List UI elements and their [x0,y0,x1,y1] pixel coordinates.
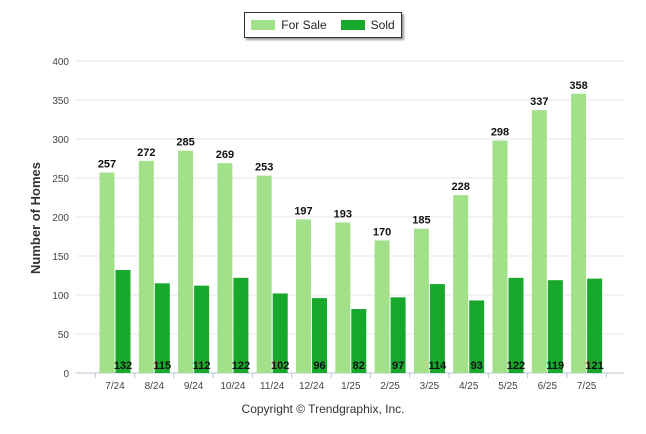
x-tick-label: 10/24 [220,381,245,392]
bars [99,93,603,373]
copyright-text: Copyright © Trendgraphix, Inc. [241,402,405,416]
bar-sold[interactable] [469,300,485,373]
data-label-sold: 122 [507,360,525,372]
bar-sold[interactable] [351,309,367,373]
bar-for-sale[interactable] [374,240,390,373]
x-tick-label: 8/24 [145,381,165,392]
legend-swatch-for-sale [251,20,276,30]
data-label-for-sale: 337 [530,96,548,108]
y-tick-label: 250 [52,174,69,185]
data-label-sold: 119 [546,360,564,372]
y-tick-label: 0 [63,369,69,380]
x-tick-label: 12/24 [299,381,324,392]
y-tick-label: 150 [52,252,69,263]
bar-for-sale[interactable] [296,219,311,373]
data-label-for-sale: 185 [412,215,430,227]
bar-for-sale[interactable] [178,150,194,373]
data-labels: 257 132 272 115 285 112 269 122 253 102 197 96 193 82… [98,80,604,372]
data-label-for-sale: 170 [373,226,391,238]
bar-for-sale[interactable] [453,195,469,373]
bar-sold[interactable] [154,283,170,373]
data-label-sold: 122 [232,360,250,372]
data-label-for-sale: 269 [216,149,234,161]
bar-for-sale[interactable] [571,93,587,373]
x-tick-label: 7/25 [577,381,597,392]
bar-for-sale[interactable] [217,163,233,373]
data-label-sold: 132 [114,360,132,372]
legend-swatch-sold [340,20,365,30]
bar-sold[interactable] [312,298,327,373]
x-tick-label: 4/25 [459,381,479,392]
legend: For Sale Sold [244,12,402,38]
legend-label-for-sale: For Sale [281,18,327,32]
data-label-sold: 97 [392,360,404,372]
data-label-for-sale: 358 [569,80,587,92]
data-label-sold: 102 [271,360,289,372]
y-tick-label: 350 [52,96,69,107]
y-tick-label: 100 [52,291,69,302]
data-label-sold: 114 [429,360,448,372]
data-label-sold: 121 [585,360,603,372]
data-label-for-sale: 193 [334,208,352,220]
x-tick-label: 9/24 [184,381,204,392]
y-tick-label: 200 [52,213,69,224]
data-label-sold: 115 [153,360,171,372]
y-tick-label: 400 [52,57,69,68]
bar-sold[interactable] [390,297,406,373]
data-label-for-sale: 228 [452,181,470,193]
y-tick-label: 50 [58,330,70,341]
data-label-for-sale: 257 [98,159,116,171]
x-tick-label: 6/25 [538,381,558,392]
bar-for-sale[interactable] [99,172,115,373]
x-tick-label: 7/24 [105,381,125,392]
bar-for-sale[interactable] [256,175,272,373]
y-axis-label: Number of Homes [28,162,43,274]
bar-for-sale[interactable] [492,140,508,373]
bar-sold[interactable] [429,284,445,373]
legend-label-sold: Sold [370,18,395,32]
bar-sold[interactable] [587,278,603,373]
data-label-sold: 96 [313,360,325,372]
bar-sold[interactable] [508,277,524,373]
x-tick-label: 2/25 [380,381,400,392]
bar-sold[interactable] [115,270,131,373]
x-tick-label: 1/25 [341,381,361,392]
bar-sold[interactable] [233,277,249,373]
data-label-for-sale: 285 [176,137,194,149]
bar-sold[interactable] [547,280,563,373]
legend-item-sold[interactable]: Sold [340,18,395,32]
bar-for-sale[interactable] [413,228,429,373]
bar-for-sale[interactable] [335,222,351,373]
data-label-for-sale: 197 [294,205,312,217]
bar-sold[interactable] [194,285,210,373]
bar-for-sale[interactable] [531,110,547,373]
bar-for-sale[interactable] [138,160,154,373]
data-label-sold: 93 [471,360,483,372]
bar-sold[interactable] [272,293,288,373]
x-tick-label: 3/25 [420,381,440,392]
data-label-for-sale: 272 [137,147,155,159]
data-label-for-sale: 298 [491,127,509,139]
x-tick-label: 5/25 [498,381,518,392]
data-label-sold: 112 [193,360,211,372]
y-tick-label: 300 [52,135,69,146]
data-label-sold: 82 [353,360,365,372]
data-label-for-sale: 253 [255,162,273,174]
x-tick-label: 11/24 [260,381,285,392]
legend-item-for-sale[interactable]: For Sale [251,18,327,32]
